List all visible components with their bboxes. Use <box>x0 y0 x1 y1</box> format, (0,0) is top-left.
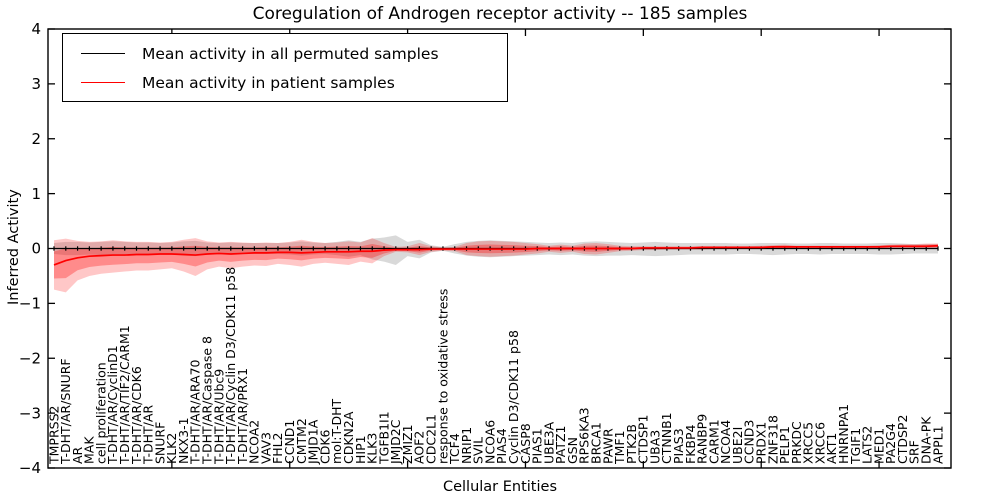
x-category-label: SRF <box>907 440 922 464</box>
x-axis-label: Cellular Entities <box>442 479 558 495</box>
x-category-label: NKX3-1 <box>176 417 191 464</box>
x-category-label: JMJD1A <box>306 419 321 465</box>
x-category-label: CDK6 <box>317 429 332 464</box>
legend-item-label: Mean activity in patient samples <box>142 73 395 92</box>
x-category-label: XRCC5 <box>801 422 816 464</box>
x-category-label: NCOA6 <box>482 420 497 464</box>
x-category-label: response to oxidative stress <box>435 289 450 464</box>
x-category-label: DNA-PK <box>919 416 934 464</box>
x-category-label: T-DHT/AR/CyclinD1 <box>105 345 120 465</box>
x-category-label: PIAS3 <box>671 428 686 464</box>
x-category-label: NRIP1 <box>459 427 474 464</box>
x-category-label: CTDSP2 <box>895 415 910 464</box>
x-category-label: SVIL <box>471 437 486 464</box>
y-tick-label: −3 <box>19 404 41 422</box>
x-category-label: CTNNB1 <box>659 412 674 464</box>
x-category-label: AR <box>70 446 85 464</box>
x-category-label: PELP1 <box>777 426 792 464</box>
x-category-label: KLK3 <box>365 433 380 464</box>
x-category-label: GSN <box>565 437 580 464</box>
x-category-label: T-DHT/AR/CDK6 <box>129 366 144 465</box>
x-category-label: ZMIZ1 <box>400 424 415 464</box>
legend-item: Mean activity in patient samples <box>63 68 507 97</box>
x-category-label: MED1 <box>871 428 886 464</box>
y-tick-label: 3 <box>31 75 41 93</box>
permuted-line-swatch <box>81 53 125 54</box>
x-category-label: mol:T-DHT <box>329 398 344 464</box>
x-category-label: TMF1 <box>612 430 627 465</box>
x-category-label: T-DHT/AR/Ubc9 <box>211 369 226 465</box>
x-category-label: UBA3 <box>647 430 662 464</box>
x-category-label: TCF4 <box>447 433 462 465</box>
x-category-label: CDKN2A <box>341 411 356 464</box>
x-category-label: NCOA4 <box>718 420 733 464</box>
y-tick-label: 2 <box>31 130 41 148</box>
x-category-label: VAV3 <box>258 432 273 464</box>
y-tick-label: −4 <box>19 459 41 477</box>
y-tick-label: 1 <box>31 185 41 203</box>
x-category-label: NCOA2 <box>247 420 262 464</box>
x-category-label: FHL2 <box>270 432 285 464</box>
x-category-label: HIP1 <box>353 435 368 464</box>
x-category-label: T-DHT/AR/Caspase 8 <box>200 336 215 465</box>
x-category-label: CMTM2 <box>294 418 309 464</box>
x-category-label: BRCA1 <box>588 422 603 464</box>
y-tick-label: −1 <box>19 295 41 313</box>
x-category-label: ZNF318 <box>765 415 780 464</box>
x-category-label: CASP8 <box>518 423 533 464</box>
x-category-label: T-DHT/AR <box>141 405 156 465</box>
y-tick-label: 4 <box>31 20 41 38</box>
x-category-label: TGFB1I1 <box>376 411 391 465</box>
x-category-label: TMPRSS2 <box>46 406 61 465</box>
x-category-label: PAWR <box>600 428 615 464</box>
x-category-label: CARM1 <box>706 419 721 464</box>
x-category-label: T-DHT/AR/PRX1 <box>235 368 250 465</box>
x-category-label: CCND1 <box>282 420 297 464</box>
x-category-label: LATS2 <box>860 426 875 464</box>
x-category-label: PATZ1 <box>553 426 568 464</box>
x-category-label: CCND3 <box>742 420 757 464</box>
x-category-label: KLK2 <box>164 433 179 464</box>
x-category-label: SNURF <box>152 422 167 464</box>
x-category-label: RPS6KA3 <box>577 407 592 464</box>
x-category-label: PIAS4 <box>494 428 509 464</box>
x-category-label: FKBP4 <box>683 424 698 464</box>
x-category-label: RANBP9 <box>695 414 710 464</box>
x-category-label: T-DHT/AR/Cyclin D3/CDK11 p58 <box>223 267 238 465</box>
x-category-label: T-DHT/AR/ARA70 <box>188 359 203 465</box>
x-category-label: T-DHT/AR/SNURF <box>58 358 73 465</box>
x-category-label: PRDX1 <box>754 422 769 464</box>
x-category-label: XRCC6 <box>812 422 827 464</box>
x-category-label: CTDSP1 <box>636 415 651 464</box>
x-category-label: PIAS1 <box>530 428 545 464</box>
legend-item-label: Mean activity in all permuted samples <box>142 44 439 63</box>
legend: Mean activity in all permuted samples Me… <box>62 33 508 102</box>
x-category-label: UBE3A <box>541 421 556 464</box>
x-category-label: HNRNPA1 <box>836 404 851 464</box>
x-category-label: T-DHT/AR/TIF2/CARM1 <box>117 325 132 465</box>
chart-title: Coregulation of Androgen receptor activi… <box>252 4 748 24</box>
x-category-label: APPL1 <box>930 425 945 464</box>
x-category-label: MAK <box>82 436 97 464</box>
x-category-label: PRKDC <box>789 421 804 464</box>
permuted-band <box>54 235 938 265</box>
patient-mean-line <box>53 244 939 266</box>
x-category-label: UBE2I <box>730 427 745 464</box>
x-category-label: AOF2 <box>412 431 427 464</box>
x-category-label: PA2G4 <box>883 423 898 464</box>
x-category-label: cell proliferation <box>93 362 108 464</box>
x-category-label: CDC2L1 <box>423 414 438 464</box>
x-category-label: Cyclin D3/CDK11 p58 <box>506 330 521 464</box>
x-category-label: JMJD2C <box>388 419 403 465</box>
patient-line-swatch <box>81 82 125 83</box>
x-category-label: AKT1 <box>824 433 839 464</box>
x-category-label: PTK2B <box>624 424 639 464</box>
x-category-label: TGIF1 <box>848 428 863 465</box>
y-axis-label: Inferred Activity <box>6 189 22 305</box>
legend-item: Mean activity in all permuted samples <box>63 39 507 68</box>
y-tick-label: 0 <box>31 240 41 258</box>
y-tick-label: −2 <box>19 349 41 367</box>
